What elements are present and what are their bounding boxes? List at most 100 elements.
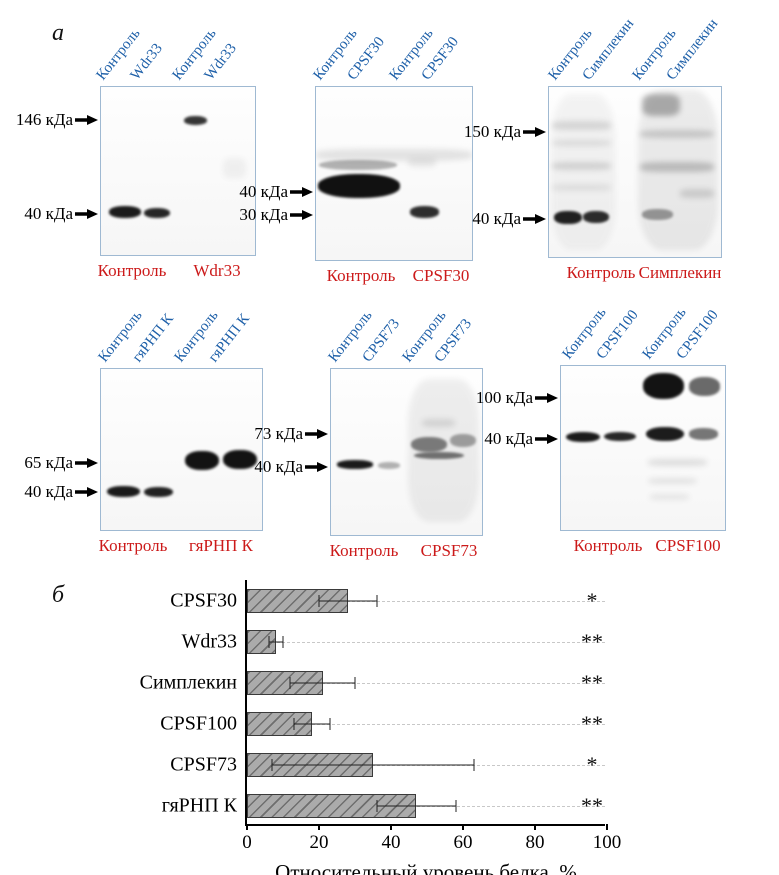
row-gridline [247,600,605,602]
x-tick [606,824,608,830]
arrow-right-icon [523,127,546,137]
row-gridline [247,641,605,643]
row-gridline [247,805,605,807]
arrow-right-icon [305,462,328,472]
protein-band [643,372,684,399]
protein-band [552,161,611,171]
condition-label: Контроль [573,536,643,555]
mw-marker-label: 146 кДа [15,110,73,129]
condition-label: гяРНП К [189,536,253,555]
protein-band [144,207,171,219]
protein-band [638,90,718,251]
protein-band [411,437,448,452]
condition-label: Контроль [566,263,636,282]
protein-band [565,431,601,443]
protein-band [550,93,617,251]
mw-marker-label: 30 кДа [239,205,288,224]
category-label: Симплекин [139,671,237,693]
error-bar-cap [376,594,378,607]
row-gridline [247,764,605,766]
arrow-right-icon [523,214,546,224]
protein-band [144,486,174,497]
blot-panel-wdr33: Контроль Wdr33 Контроль Wdr33 146 кДа 40… [16,26,256,280]
category-label: CPSF30 [170,589,237,611]
category-label: Wdr33 [181,630,237,652]
error-bar [319,600,377,601]
protein-band [641,93,680,116]
mw-marker-label: 65 кДа [24,453,73,472]
condition-label: CPSF73 [420,541,478,560]
significance-marker: * [586,751,598,777]
protein-band [414,452,464,460]
category-label: CPSF73 [170,753,237,775]
protein-band [552,139,611,147]
protein-band [337,460,374,469]
error-bar-cap [268,635,270,648]
blot-image [316,87,472,260]
error-bar [268,641,283,642]
mw-marker: 40 кДа [472,209,547,229]
row-gridline [247,723,605,725]
error-bar-cap [455,799,457,812]
error-bar-cap [376,799,378,812]
condition-label: Контроль [98,536,168,555]
protein-band [583,211,610,223]
mw-marker-label: 40 кДа [484,429,533,448]
error-bar-cap [473,758,475,771]
arrow-right-icon [305,429,328,439]
condition-label: CPSF30 [412,266,470,285]
mw-marker: 40 кДа [24,204,99,224]
protein-band [552,183,611,191]
x-tick-label: 20 [309,832,329,853]
x-axis-label: Относительный уровень белка, % [275,860,577,875]
lane-label: Симплекин [663,15,722,84]
blot-panel-simplekin: Контроль Симплекин Контроль Симплекин 15… [464,16,722,282]
protein-band [317,173,401,198]
error-bar-cap [293,717,295,730]
x-tick [318,824,320,830]
x-tick [462,824,464,830]
bar-chart-plot-area: Относительный уровень белка, % CPSF30 * Wd… [140,580,621,875]
significance-marker: * [586,587,598,613]
significance-marker: ** [581,710,603,736]
protein-band [184,451,219,471]
protein-band [450,433,476,447]
protein-band [641,209,673,220]
x-tick [534,824,536,830]
error-bar-cap [271,758,273,771]
mw-marker: 40 кДа [24,482,99,502]
arrow-right-icon [535,393,558,403]
chart-bar [247,793,417,818]
protein-band [679,189,715,198]
mw-marker: 40 кДа [254,457,329,477]
condition-label: Контроль [97,261,167,280]
blot-panel-hnrnpk: Контроль гяРНП К Контроль гяРНП К 65 кДа… [24,308,263,555]
condition-label: Симплекин [638,263,722,282]
arrow-right-icon [290,210,313,220]
protein-band [184,115,208,125]
blot-image [331,369,482,535]
error-bar-cap [289,676,291,689]
mw-marker: 150 кДа [464,122,547,142]
protein-band [688,377,721,396]
mw-marker-label: 40 кДа [24,204,73,223]
arrow-right-icon [75,209,98,219]
protein-band [108,206,142,219]
significance-marker: ** [581,669,603,695]
mw-marker-label: 40 кДа [254,457,303,476]
category-label: CPSF100 [160,712,237,734]
blot-panel-cpsf73: Контроль CPSF73 Контроль CPSF73 73 кДа 4… [254,308,483,560]
arrow-right-icon [535,434,558,444]
panel-b-label: б [52,582,65,608]
blot-image [101,369,262,530]
protein-band [377,461,401,469]
protein-band [646,426,684,442]
protein-band [316,149,472,162]
x-tick-label: 100 [592,832,622,853]
error-bar [376,805,456,806]
mw-marker: 100 кДа [476,388,559,408]
significance-marker: ** [581,792,603,818]
mw-marker: 40 кДа [239,182,314,202]
protein-band [640,161,715,172]
